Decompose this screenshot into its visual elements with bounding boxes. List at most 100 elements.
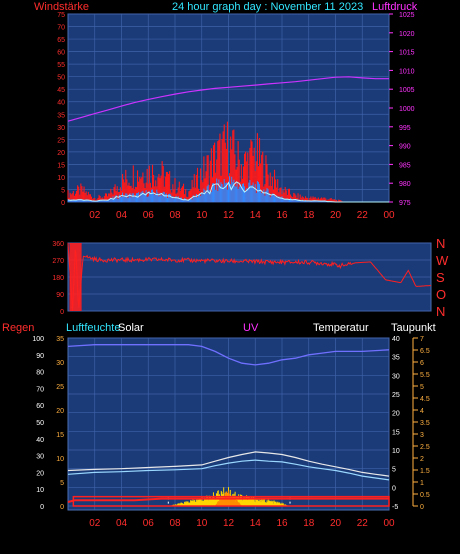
wind-y-tick-label: 20 [57,150,65,157]
rain-y-tick-label: 25 [56,384,64,391]
climate-x-tick-label: 10 [196,518,208,529]
pressure-y-tick-label: 975 [399,200,411,207]
uv-y-tick-label: 0.5 [420,492,430,499]
wind-x-tick-label: 20 [330,210,342,221]
humidity-line [67,344,390,366]
wind-x-tick-label: 18 [303,210,315,221]
humidity-y-tick-label: 0 [40,504,44,511]
uv-y-tick-label: 3 [420,432,424,439]
uv-y-tick-label: 1.5 [420,468,430,475]
wind-x-tick-label: 16 [276,210,288,221]
climate-x-tick-label: 06 [143,518,155,529]
wind-x-tick-label: 10 [196,210,208,221]
rain-y-tick-label: 15 [56,432,64,439]
label-solar: Solar [118,322,144,334]
wind-y-tick-label: 30 [57,125,65,132]
humidity-y-tick-label: 30 [36,454,44,461]
uv-y-tick-label: 4 [420,408,424,415]
wind-x-tick-label: 06 [143,210,155,221]
uv-y-tick-label: 0 [420,504,424,511]
uv-y-tick-label: 5.5 [420,372,430,379]
wind-y-tick-label: 65 [57,37,65,44]
temp-y-tick-label: 35 [392,355,400,362]
pressure-line [67,76,389,122]
wind-y-tick-label: 50 [57,75,65,82]
humidity-y-tick-label: 80 [36,370,44,377]
temp-y-tick-label: -5 [392,504,398,511]
direction-y-tick-label: 180 [52,275,64,282]
climate-x-tick-label: 08 [169,518,181,529]
rain-y-tick-label: 10 [56,456,64,463]
climate-x-tick-label: 04 [116,518,128,529]
climate-x-tick-label: 14 [250,518,262,529]
rain-box [72,495,390,507]
temp-y-tick-label: 40 [392,336,400,343]
climate-x-tick-label: 18 [303,518,315,529]
pressure-y-tick-label: 995 [399,125,411,132]
climate-x-tick-label: 12 [223,518,235,529]
rain-y-tick-label: 20 [56,408,64,415]
climate-x-tick-label: 22 [357,518,369,529]
pressure-y-tick-label: 1025 [399,12,415,19]
uv-y-tick-label: 6.5 [420,348,430,355]
pressure-y-tick-label: 1005 [399,87,415,94]
rain-y-tick-label: 30 [56,360,64,367]
pressure-y-tick-label: 1000 [399,106,415,113]
humidity-y-tick-label: 100 [32,336,44,343]
wind-right-label: Luftdruck [372,1,418,13]
dewpoint-line [67,459,390,481]
label-luftfeuchte: Luftfeuchte [66,322,120,334]
uv-y-tick-label: 3.5 [420,420,430,427]
pressure-y-tick-label: 1015 [399,50,415,57]
humidity-y-tick-label: 90 [36,353,44,360]
wind-y-tick-label: 60 [57,50,65,57]
wind-y-tick-label: 70 [57,25,65,32]
wind-x-tick-label: 14 [250,210,262,221]
direction-y-tick-label: 90 [56,292,64,299]
compass-label: N [436,304,445,319]
direction-series [67,242,432,312]
wind-y-tick-label: 55 [57,62,65,69]
climate-x-tick-label: 20 [330,518,342,529]
pressure-y-tick-label: 990 [399,144,411,151]
climate-series [67,344,390,507]
humidity-y-tick-label: 20 [36,470,44,477]
wind-y-tick-label: 5 [61,187,65,194]
wind-y-tick-label: 15 [57,162,65,169]
direction-y-tick-label: 0 [60,309,64,316]
wind-x-tick-label: 02 [89,210,101,221]
direction-startup-block [69,243,82,311]
wind-y-tick-label: 25 [57,137,65,144]
temp-y-tick-label: 25 [392,392,400,399]
uv-y-tick-label: 7 [420,336,424,343]
humidity-y-tick-label: 50 [36,420,44,427]
humidity-y-tick-label: 40 [36,437,44,444]
wind-series [67,76,389,203]
temp-y-tick-label: 30 [392,373,400,380]
uv-y-tick-label: 2 [420,456,424,463]
climate-x-tick-label: 00 [383,518,395,529]
climate-grid [68,337,390,510]
temp-y-tick-label: 15 [392,429,400,436]
label-taupunkt: Taupunkt [391,322,436,334]
wind-x-tick-label: 12 [223,210,235,221]
direction-y-tick-label: 360 [52,241,64,248]
uv-y-tick-label: 2.5 [420,444,430,451]
rain-y-tick-label: 5 [60,480,64,487]
temp-y-tick-label: 10 [392,448,400,455]
temperature-line [67,451,390,477]
wind-y-tick-label: 75 [57,12,65,19]
climate-x-tick-label: 16 [276,518,288,529]
temp-y-tick-label: 0 [392,485,396,492]
wind-axes: 0510152025303540455055606570759759809859… [57,12,414,221]
wind-x-tick-label: 04 [116,210,128,221]
temp-y-tick-label: 5 [392,467,396,474]
label-regen: Regen [2,322,34,334]
climate-axes: -5 0 5 10 15 20 25 30 35 40 0 0.5 1 1.5 2 2.5 3 3.5 4 4.5 5 5… [32,336,430,529]
direction-y-tick-label: 270 [52,258,64,265]
wind-y-tick-label: 35 [57,112,65,119]
uv-y-tick-label: 4.5 [420,396,430,403]
wind-avg-line [67,181,389,203]
